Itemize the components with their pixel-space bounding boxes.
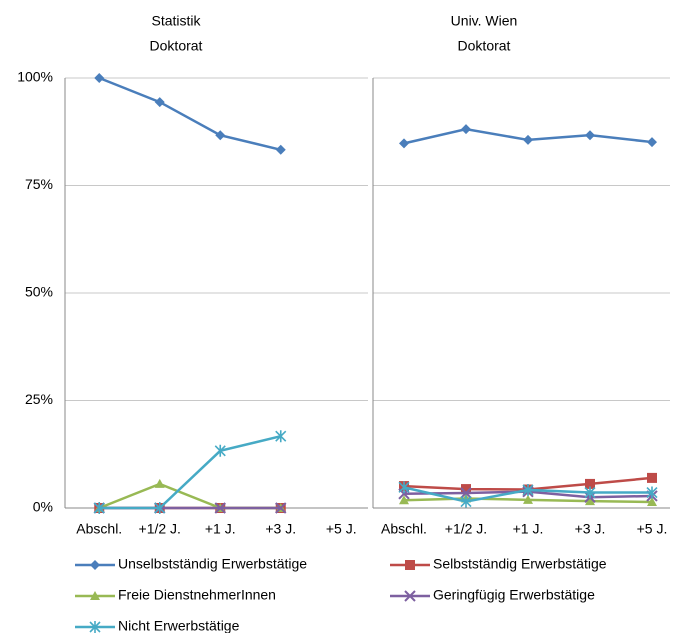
series-line bbox=[99, 434, 282, 510]
x-tick-label: +3 J. bbox=[265, 521, 296, 537]
marker bbox=[647, 137, 657, 148]
marker bbox=[460, 487, 472, 499]
legend-marker bbox=[90, 591, 100, 600]
marker bbox=[461, 124, 471, 135]
legend-marker bbox=[89, 621, 101, 633]
legend-marker bbox=[404, 590, 416, 602]
x-tick-label: +1 J. bbox=[205, 521, 236, 537]
legend-label: Geringfügig Erwerbstätige bbox=[433, 587, 595, 603]
marker bbox=[275, 502, 287, 514]
marker bbox=[93, 502, 105, 514]
marker bbox=[398, 481, 410, 494]
y-tick-label: 25% bbox=[25, 391, 53, 407]
panel-title: Statistik bbox=[151, 13, 201, 29]
marker bbox=[585, 496, 595, 506]
y-tick-label: 0% bbox=[33, 499, 53, 515]
marker bbox=[214, 444, 226, 457]
marker bbox=[94, 73, 105, 83]
marker bbox=[584, 486, 596, 499]
panel-title: Univ. Wien bbox=[451, 13, 518, 29]
marker bbox=[522, 483, 534, 496]
marker bbox=[647, 472, 657, 483]
marker bbox=[215, 130, 226, 141]
x-tick-label: Abschl. bbox=[381, 521, 427, 537]
marker bbox=[399, 138, 409, 149]
marker bbox=[523, 134, 533, 145]
legend-label: Nicht Erwerbstätige bbox=[118, 618, 240, 633]
marker bbox=[585, 130, 595, 141]
legend-marker bbox=[405, 560, 415, 570]
legend-label: Selbstständig Erwerbstätige bbox=[433, 556, 607, 572]
panel-title: Doktorat bbox=[150, 38, 203, 54]
x-tick-label: +5 J. bbox=[637, 521, 668, 537]
legend-marker bbox=[90, 560, 100, 570]
marker bbox=[154, 478, 165, 488]
marker bbox=[646, 486, 658, 499]
marker bbox=[647, 496, 657, 506]
legend-label: Freie DienstnehmerInnen bbox=[118, 587, 276, 603]
x-tick-label: +1/2 J. bbox=[445, 521, 487, 537]
marker bbox=[275, 144, 286, 155]
y-tick-label: 100% bbox=[17, 69, 53, 85]
marker bbox=[154, 97, 165, 108]
x-tick-label: +5 J. bbox=[326, 521, 357, 537]
x-tick-label: +1/2 J. bbox=[139, 521, 181, 537]
legend-label: Unselbstständig Erwerbstätige bbox=[118, 556, 307, 572]
marker bbox=[461, 484, 471, 495]
marker bbox=[585, 478, 595, 489]
marker bbox=[399, 495, 409, 505]
y-tick-label: 50% bbox=[25, 284, 53, 300]
y-tick-label: 75% bbox=[25, 176, 53, 192]
x-tick-label: +3 J. bbox=[575, 521, 606, 537]
x-tick-label: +1 J. bbox=[513, 521, 544, 537]
marker bbox=[214, 502, 226, 514]
series-line bbox=[98, 76, 282, 152]
marker bbox=[523, 494, 533, 504]
x-tick-label: Abschl. bbox=[76, 521, 122, 537]
marker bbox=[275, 430, 287, 443]
marker bbox=[460, 495, 472, 508]
panel-title: Doktorat bbox=[458, 38, 511, 54]
series-line bbox=[98, 482, 281, 510]
marker bbox=[154, 502, 166, 514]
